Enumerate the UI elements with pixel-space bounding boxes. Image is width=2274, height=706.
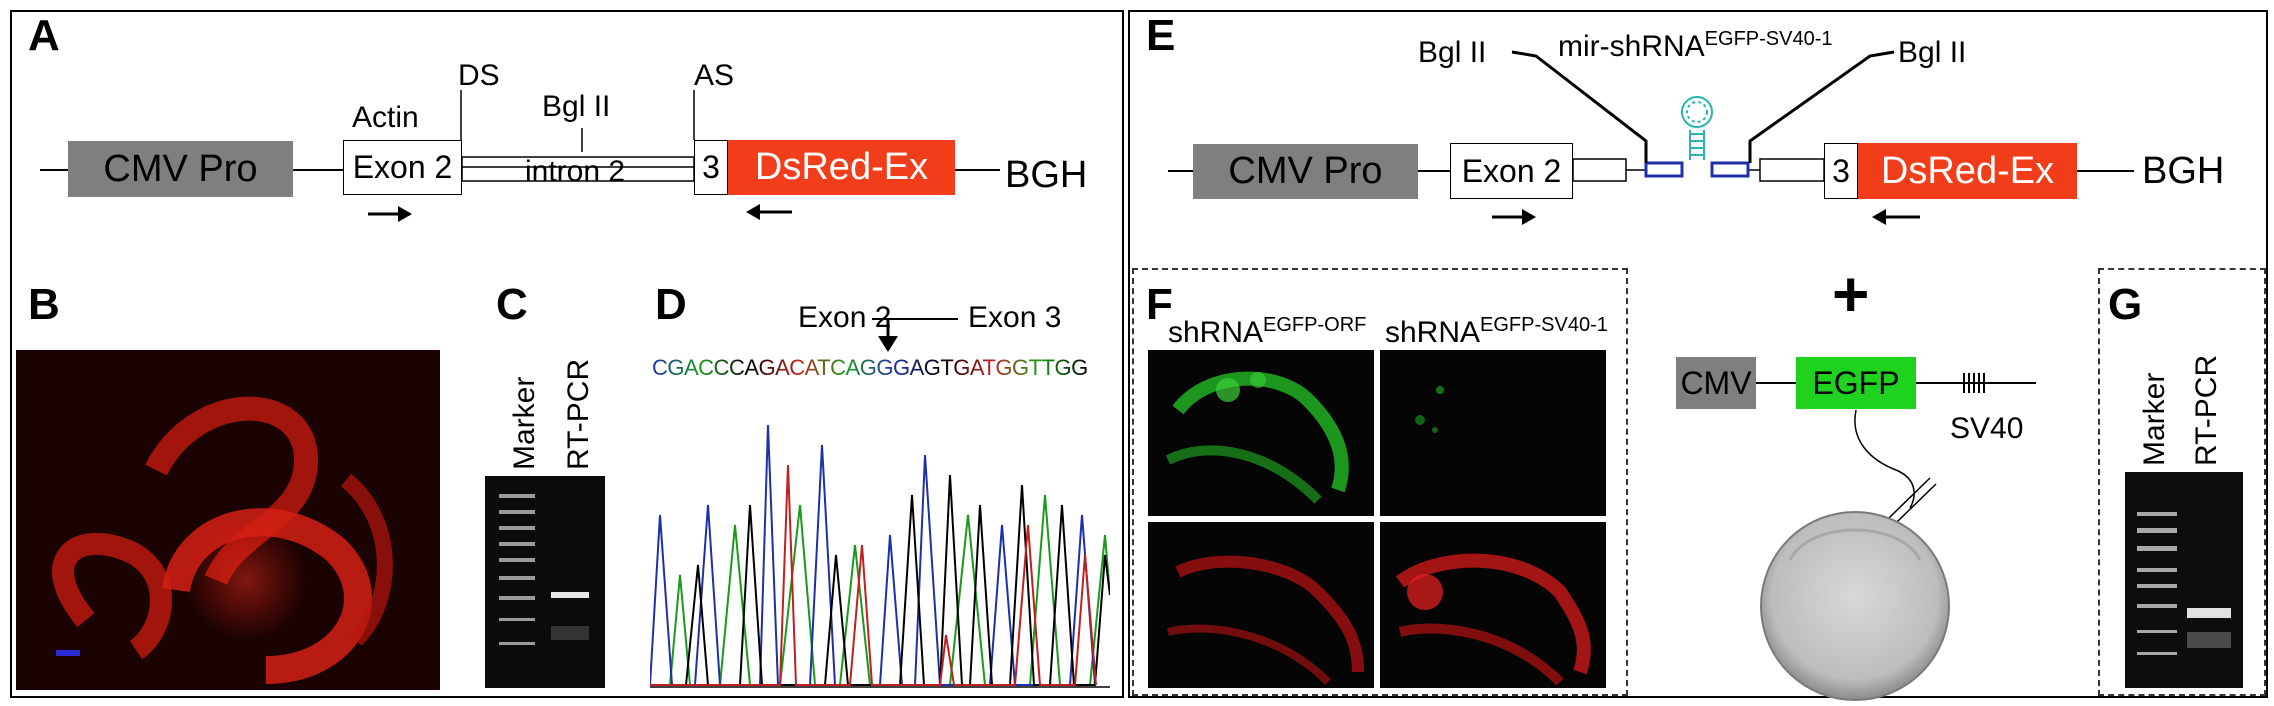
col2-main: shRNA bbox=[1385, 316, 1481, 349]
bgl-label-a: Bgl II bbox=[542, 90, 611, 123]
col1-main: shRNA bbox=[1168, 316, 1264, 349]
col2-label-f: shRNAEGFP-SV40-1 bbox=[1385, 315, 1608, 349]
mir-shrna-sup: EGFP-SV40-1 bbox=[1704, 28, 1833, 50]
exon2-label-d: Exon 2 bbox=[798, 301, 892, 334]
exon3-box-a: 3 bbox=[694, 140, 728, 195]
panel-label-d: D bbox=[655, 280, 687, 329]
egfp-orf-red-image bbox=[1148, 522, 1374, 688]
chromatogram-d bbox=[650, 424, 1110, 688]
marker-label-g: Marker bbox=[2138, 372, 2171, 466]
panel-label-g: G bbox=[2108, 280, 2143, 329]
egfp-sv40-red-image bbox=[1380, 522, 1606, 688]
exon3-box-e: 3 bbox=[1824, 143, 1858, 199]
cmv-promoter-a: CMV Pro bbox=[68, 141, 293, 197]
gel-image-c bbox=[485, 476, 605, 688]
exon2-box-a: Exon 2 bbox=[343, 140, 462, 195]
actin-label: Actin bbox=[352, 101, 419, 134]
egfp-box: EGFP bbox=[1796, 357, 1916, 409]
gel-image-g bbox=[2125, 472, 2243, 688]
panel-label-e: E bbox=[1146, 11, 1176, 60]
dsred-box-a: DsRed-Ex bbox=[728, 140, 955, 195]
sequence-text-d: CGACCCAGACATCAGGGAGTGATGGTTGG bbox=[652, 355, 1102, 381]
sequence-string: CGACCCAGACATCAGGGAGTGATGGTTGG bbox=[652, 355, 1088, 380]
panel-f-frame bbox=[1132, 268, 1628, 696]
bgl-left-label-e: Bgl II bbox=[1418, 36, 1487, 69]
panel-g-frame bbox=[2098, 268, 2266, 696]
dsred-box-e: DsRed-Ex bbox=[1858, 143, 2077, 199]
rtpcr-label-g: RT-PCR bbox=[2190, 354, 2223, 466]
egfp-sv40-green-image bbox=[1380, 350, 1606, 516]
exon2-box-e: Exon 2 bbox=[1450, 143, 1573, 199]
col1-sup: EGFP-ORF bbox=[1263, 314, 1367, 336]
intron-label: intron 2 bbox=[525, 155, 626, 188]
cmv-promoter-e: CMV Pro bbox=[1193, 144, 1418, 199]
ds-label: DS bbox=[458, 59, 500, 92]
panel-label-c: C bbox=[496, 280, 528, 329]
egfp-orf-green-image bbox=[1148, 350, 1374, 516]
cmv-box-reporter: CMV bbox=[1676, 357, 1756, 409]
junction-arrow-d bbox=[872, 318, 958, 352]
as-label: AS bbox=[694, 59, 735, 92]
mir-shrna-label: mir-shRNAEGFP-SV40-1 bbox=[1558, 29, 1833, 63]
embryo-fluorescence-image bbox=[16, 350, 440, 690]
panel-label-f: F bbox=[1146, 280, 1173, 329]
exon3-label-d: Exon 3 bbox=[968, 301, 1062, 334]
bgh-label-a: BGH bbox=[1005, 154, 1088, 196]
bgl-right-label-e: Bgl II bbox=[1898, 36, 1967, 69]
panel-label-b: B bbox=[28, 280, 60, 329]
sv40-label: SV40 bbox=[1950, 412, 2024, 445]
mir-shrna-main: mir-shRNA bbox=[1558, 30, 1705, 63]
panel-label-a: A bbox=[28, 11, 60, 60]
col2-sup: EGFP-SV40-1 bbox=[1480, 314, 1608, 336]
bgh-label-e: BGH bbox=[2142, 150, 2225, 192]
col1-label-f: shRNAEGFP-ORF bbox=[1168, 315, 1366, 349]
plus-sign: + bbox=[1832, 258, 1870, 330]
